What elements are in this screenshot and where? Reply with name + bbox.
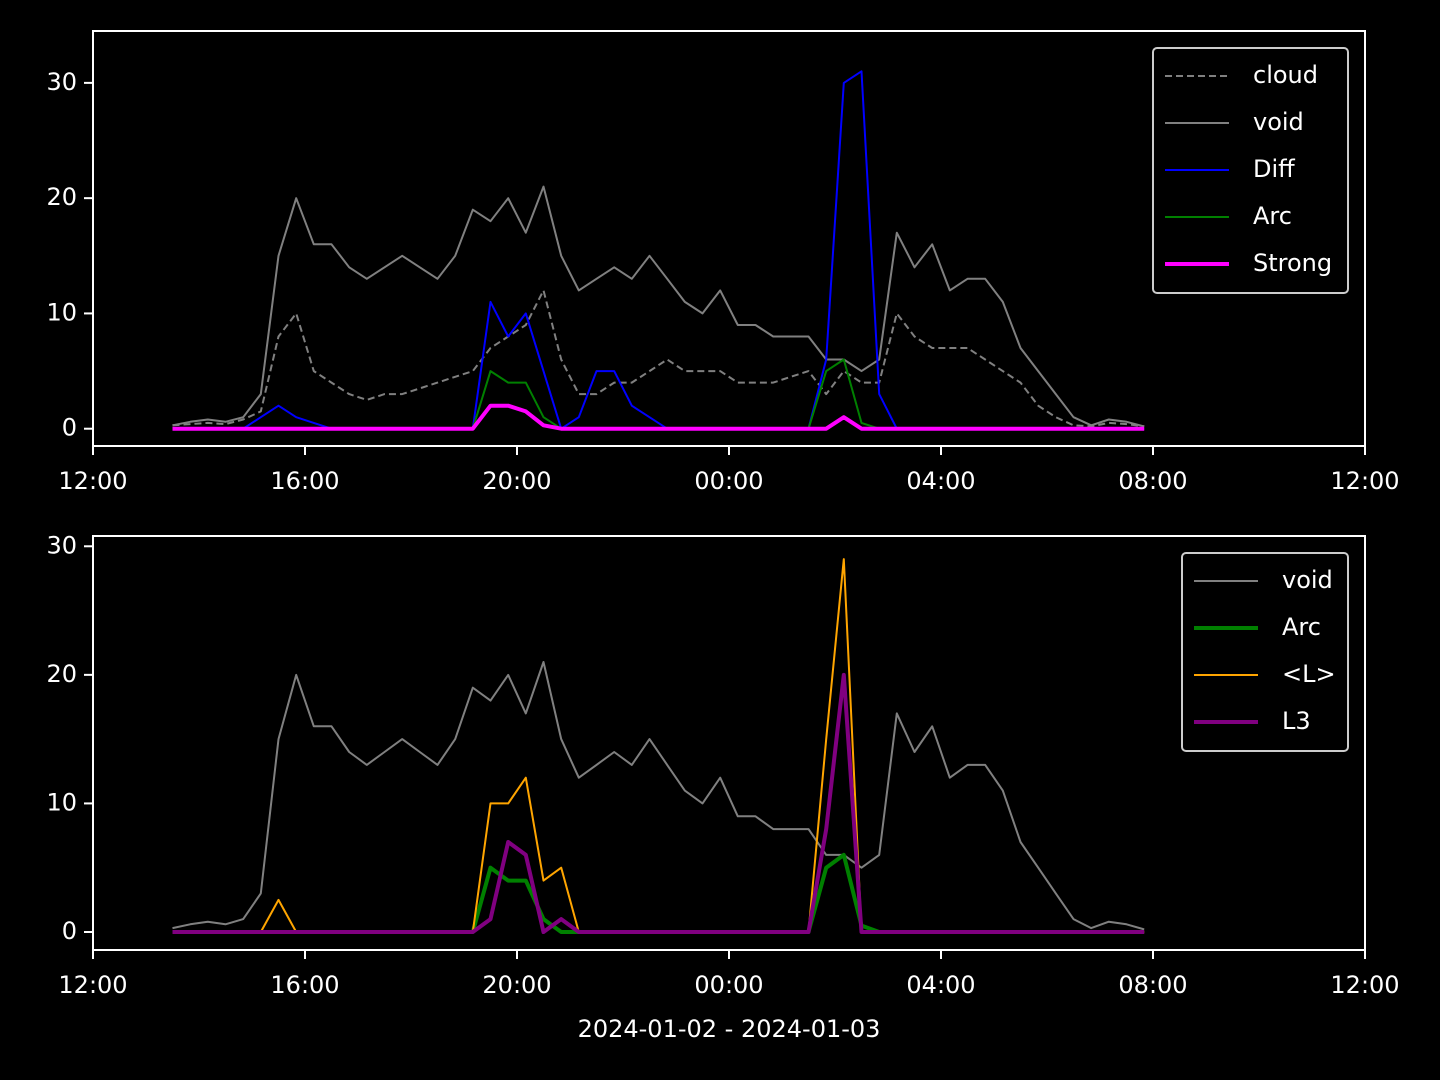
legend-box [1152,47,1349,294]
legend-label: L3 [1282,707,1311,735]
x-tick-label: 04:00 [906,467,975,495]
data-line [172,661,1145,931]
legend-label: Arc [1282,613,1321,641]
y-tick-label: 0 [62,414,77,442]
y-tick-label: 10 [46,298,77,326]
x-tick-label: 04:00 [906,971,975,999]
legend-label: Strong [1253,249,1332,277]
legend-box [1181,552,1349,752]
x-tick-label: 20:00 [482,467,551,495]
legend-label: void [1253,108,1304,136]
y-tick-label: 0 [62,917,77,945]
legend-label: void [1282,566,1333,594]
y-tick-label: 10 [46,788,77,816]
x-tick-label: 16:00 [270,971,339,999]
x-tick-label: 00:00 [694,971,763,999]
data-line [172,185,1145,428]
y-tick-label: 20 [46,183,77,211]
x-tick-label: 08:00 [1118,971,1187,999]
x-tick-label: 12:00 [58,971,127,999]
data-line [172,672,1145,934]
x-tick-label: 12:00 [1330,467,1399,495]
x-tick-label: 12:00 [58,467,127,495]
x-axis-label: 2024-01-02 - 2024-01-03 [578,1015,881,1043]
x-tick-label: 16:00 [270,467,339,495]
legend-label: cloud [1253,61,1318,89]
x-tick-label: 12:00 [1330,971,1399,999]
x-tick-label: 08:00 [1118,467,1187,495]
y-tick-label: 30 [46,531,77,559]
data-line [172,289,1145,428]
data-line [172,403,1145,431]
x-tick-label: 20:00 [482,971,551,999]
y-tick-label: 20 [46,660,77,688]
y-tick-label: 30 [46,68,77,96]
legend-label: Diff [1253,155,1295,183]
legend-label: <L> [1282,660,1336,688]
x-tick-label: 00:00 [694,467,763,495]
legend-label: Arc [1253,202,1292,230]
